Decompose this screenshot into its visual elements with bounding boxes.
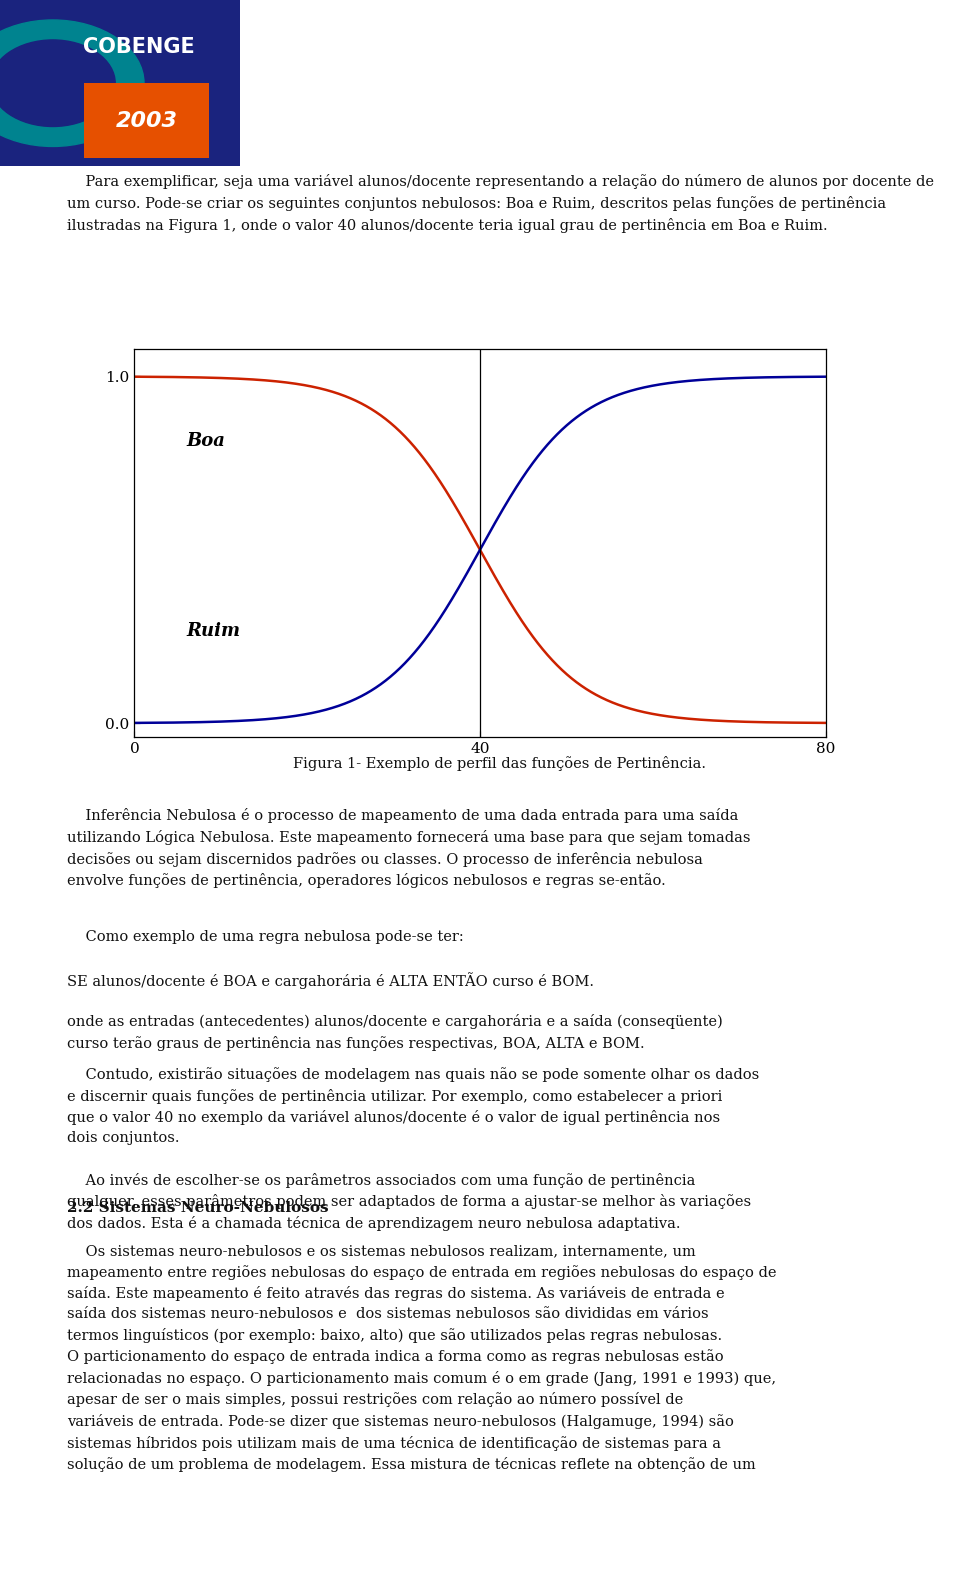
Circle shape bbox=[0, 21, 144, 146]
Circle shape bbox=[0, 40, 115, 127]
Text: COBENGE: COBENGE bbox=[84, 36, 195, 57]
Text: onde as entradas (antecedentes) alunos/docente e cargahorária e a saída (conseqü: onde as entradas (antecedentes) alunos/d… bbox=[67, 1014, 723, 1051]
Text: SE alunos/docente é BOA e cargahorária é ALTA ENTÃO curso é BOM.: SE alunos/docente é BOA e cargahorária é… bbox=[67, 972, 594, 989]
Text: Boa: Boa bbox=[186, 431, 225, 450]
Text: Ao invés de escolher-se os parâmetros associados com uma função de pertinência
q: Ao invés de escolher-se os parâmetros as… bbox=[67, 1173, 752, 1232]
Text: Como exemplo de uma regra nebulosa pode-se ter:: Como exemplo de uma regra nebulosa pode-… bbox=[67, 930, 464, 943]
Text: 2003: 2003 bbox=[115, 111, 178, 130]
Text: Para exemplificar, seja uma variável alunos/docente representando a relação do n: Para exemplificar, seja uma variável alu… bbox=[67, 174, 934, 233]
Text: Figura 1- Exemplo de perfil das funções de Pertinência.: Figura 1- Exemplo de perfil das funções … bbox=[293, 756, 706, 770]
Text: Inferência Nebulosa é o processo de mapeamento de uma dada entrada para uma saíd: Inferência Nebulosa é o processo de mape… bbox=[67, 808, 751, 888]
Text: Ruim: Ruim bbox=[186, 623, 240, 640]
Text: Os sistemas neuro-nebulosos e os sistemas nebulosos realizam, internamente, um
m: Os sistemas neuro-nebulosos e os sistema… bbox=[67, 1244, 777, 1472]
Text: Contudo, existirão situações de modelagem nas quais não se pode somente olhar os: Contudo, existirão situações de modelage… bbox=[67, 1067, 759, 1146]
Bar bbox=[84, 82, 209, 158]
Text: 2.2 Sistemas Neuro-Nebulosos: 2.2 Sistemas Neuro-Nebulosos bbox=[67, 1201, 329, 1216]
